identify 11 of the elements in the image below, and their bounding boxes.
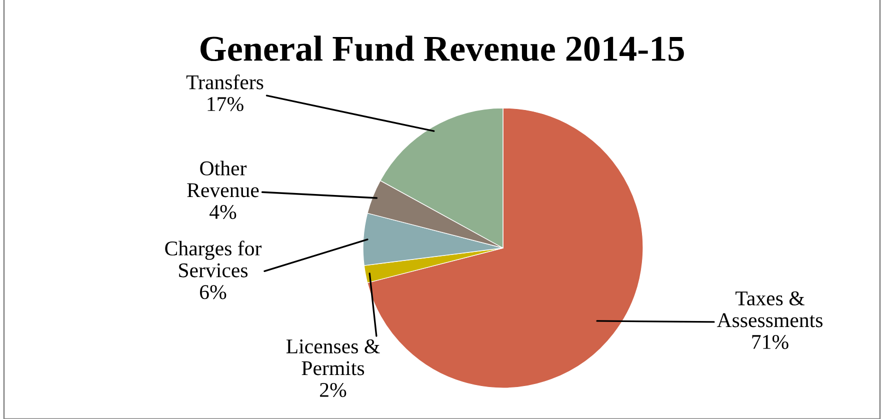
slice-label: Taxes & Assessments <box>716 291 822 328</box>
slice-label: Transfers <box>186 74 264 90</box>
data-label: 17% <box>208 97 244 112</box>
chart-title: General Fund Revenue 2014-15 <box>200 36 684 62</box>
data-label: 4% <box>210 204 236 220</box>
slice-label: Other Revenue <box>187 160 259 198</box>
data-label: 6% <box>200 285 226 300</box>
slice-label: Licenses & Permits <box>286 339 380 376</box>
data-label: 71% <box>752 334 788 350</box>
slice-label: Charges for Services <box>165 240 262 278</box>
data-label: 2% <box>320 382 346 398</box>
